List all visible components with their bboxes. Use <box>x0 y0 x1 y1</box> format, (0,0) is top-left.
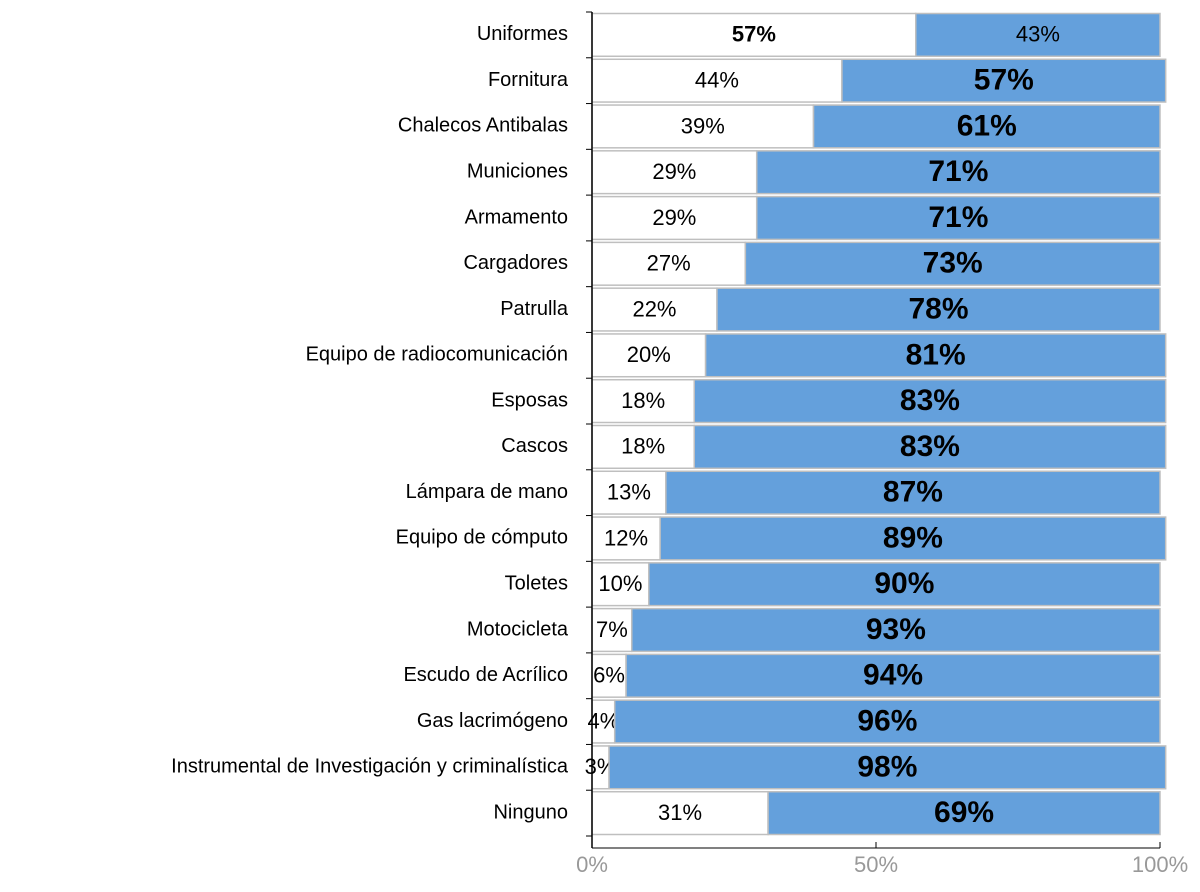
data-label: 44% <box>695 67 739 92</box>
data-label: 61% <box>957 109 1017 142</box>
data-label: 29% <box>652 159 696 184</box>
bar-segment <box>648 562 1161 607</box>
data-label: 69% <box>934 796 994 829</box>
bar-segment <box>693 378 1167 424</box>
data-label: 29% <box>652 205 696 230</box>
y-tick-label: Fornitura <box>488 69 569 91</box>
y-tick-label: Esposas <box>491 389 568 411</box>
bar-segment <box>591 12 917 58</box>
y-tick-label: Patrulla <box>500 298 569 320</box>
bar-segment <box>591 516 661 561</box>
y-tick-label: Toletes <box>505 573 568 595</box>
bar-segment <box>613 699 1161 744</box>
x-tick-label: 50% <box>854 852 898 877</box>
y-tick-label: Equipo de radiocomunicación <box>306 344 568 366</box>
data-label: 83% <box>900 430 960 463</box>
y-tick-label: Escudo de Acrílico <box>403 664 568 686</box>
data-label: 71% <box>928 155 988 188</box>
bar-segment <box>767 790 1161 836</box>
bar-segment <box>591 195 758 241</box>
y-tick-label: Lámpara de mano <box>406 481 568 503</box>
data-label: 10% <box>598 571 642 596</box>
y-tick-label: Cargadores <box>463 252 568 274</box>
x-tick-label: 100% <box>1132 852 1188 877</box>
data-label: 7% <box>596 617 628 642</box>
bar-segment <box>693 424 1167 470</box>
y-tick-label: Instrumental de Investigación y criminal… <box>171 756 569 778</box>
data-label: 73% <box>923 247 983 280</box>
data-label: 87% <box>883 476 943 509</box>
bar-segment <box>744 241 1161 286</box>
bar-segment <box>591 470 667 515</box>
data-label: 57% <box>974 64 1034 97</box>
data-label: 89% <box>883 521 943 554</box>
data-label: 43% <box>1016 22 1060 47</box>
data-label: 13% <box>607 479 651 504</box>
data-label: 57% <box>732 22 776 47</box>
bar-segment <box>591 104 815 149</box>
data-label: 81% <box>906 338 966 371</box>
data-label: 39% <box>681 113 725 138</box>
bar-segment <box>591 150 758 195</box>
y-tick-label: Armamento <box>465 206 568 228</box>
data-label: 4% <box>587 708 619 733</box>
bar-segment <box>591 241 747 286</box>
bar-segment <box>755 195 1161 241</box>
x-tick-label: 0% <box>576 852 608 877</box>
data-label: 94% <box>863 659 923 692</box>
y-tick-label: Municiones <box>467 161 568 183</box>
data-label: 98% <box>857 750 917 783</box>
bar-segment <box>704 333 1167 378</box>
data-label: 83% <box>900 384 960 417</box>
data-label: 78% <box>908 292 968 325</box>
y-tick-label: Gas lacrimógeno <box>417 710 568 732</box>
data-label: 71% <box>928 201 988 234</box>
bar-segment <box>631 607 1161 653</box>
data-label: 93% <box>866 613 926 646</box>
data-label: 22% <box>632 296 676 321</box>
data-label: 20% <box>627 342 671 367</box>
data-label: 18% <box>621 434 665 459</box>
bar-segment <box>625 653 1161 698</box>
bar-segment <box>665 470 1161 515</box>
bar-segment <box>591 562 650 607</box>
data-label: 90% <box>874 567 934 600</box>
bar-segment <box>591 333 707 378</box>
y-tick-label: Motocicleta <box>467 618 569 640</box>
bar-segment <box>591 58 843 103</box>
y-tick-label: Ninguno <box>493 801 568 823</box>
bar-segment <box>915 12 1161 58</box>
data-label: 27% <box>647 251 691 276</box>
bar-segment <box>841 58 1167 103</box>
y-tick-label: Equipo de cómputo <box>396 527 568 549</box>
bar-segment <box>755 150 1161 195</box>
data-label: 18% <box>621 388 665 413</box>
bar-segment <box>812 104 1161 149</box>
y-tick-label: Chalecos Antibalas <box>398 115 568 137</box>
data-label: 31% <box>658 800 702 825</box>
y-tick-label: Uniformes <box>477 23 568 45</box>
data-label: 96% <box>857 704 917 737</box>
bar-segment <box>659 516 1167 561</box>
data-label: 6% <box>593 663 625 688</box>
bar-segment <box>716 287 1161 332</box>
data-label: 12% <box>604 525 648 550</box>
y-tick-label: Cascos <box>501 435 568 457</box>
bar-segment <box>608 745 1167 790</box>
